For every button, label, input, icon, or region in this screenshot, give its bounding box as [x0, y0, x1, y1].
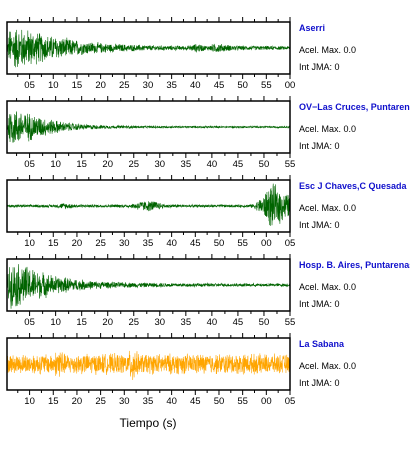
tick-label: 25	[128, 159, 139, 170]
tick-label: 40	[207, 159, 218, 170]
tick-label: 35	[166, 80, 177, 91]
acel-max-label: Acel. Max. 0.0	[299, 282, 356, 292]
waveform-trace	[7, 183, 290, 226]
station-name: OV−Las Cruces, Puntarenas	[299, 102, 410, 112]
acel-max-label: Acel. Max. 0.0	[299, 45, 356, 55]
tick-label: 00	[261, 238, 272, 249]
tick-label: 30	[143, 80, 154, 91]
tick-label: 25	[95, 238, 106, 249]
panel-frame	[6, 179, 291, 233]
tick-label: 30	[155, 159, 166, 170]
tick-label: 05	[24, 317, 35, 328]
tick-label: 25	[95, 396, 106, 407]
station-name: Esc J Chaves,C Quesada	[299, 181, 408, 191]
tick-label: 55	[237, 238, 248, 249]
tick-label: 05	[285, 396, 296, 407]
int-jma-label: Int JMA: 0	[299, 62, 340, 72]
seismogram-panel: 05 10 15 20 25 30 35 40 45 50 55 OV−Las Cruces, Pun…	[6, 96, 410, 170]
tick-label: 15	[48, 238, 59, 249]
tick-label: 50	[214, 396, 225, 407]
waveform-trace	[7, 264, 290, 309]
tick-label: 15	[76, 159, 87, 170]
tick-label: 10	[24, 238, 35, 249]
int-jma-label: Int JMA: 0	[299, 141, 340, 151]
seismogram-panel: 05 10 15 20 25 30 35 40 45 50 55 Hosp. B. Aires, Pu…	[6, 254, 410, 328]
tick-label: 45	[190, 238, 201, 249]
tick-label: 50	[259, 317, 270, 328]
panel-frame	[6, 100, 291, 154]
seismogram-panel: 10 15 20 25 30 35 40 45 50 55 00 05 Esc J Chaves,C Q…	[6, 175, 408, 249]
tick-label: 30	[155, 317, 166, 328]
tick-label: 40	[166, 396, 177, 407]
int-jma-label: Int JMA: 0	[299, 378, 340, 388]
tick-label: 15	[48, 396, 59, 407]
tick-label: 05	[285, 238, 296, 249]
tick-label: 45	[214, 80, 225, 91]
tick-label: 50	[259, 159, 270, 170]
tick-label: 15	[72, 80, 83, 91]
tick-label: 45	[190, 396, 201, 407]
tick-label: 20	[72, 396, 83, 407]
acel-max-label: Acel. Max. 0.0	[299, 361, 356, 371]
tick-label: 20	[102, 159, 113, 170]
tick-label: 10	[50, 159, 61, 170]
station-name: Hosp. B. Aires, Puntarenas	[299, 260, 410, 270]
panel-frame	[6, 258, 291, 312]
panel-frame	[6, 21, 291, 75]
tick-label: 35	[143, 238, 154, 249]
tick-label: 50	[214, 238, 225, 249]
tick-label: 20	[102, 317, 113, 328]
acel-max-label: Acel. Max. 0.0	[299, 203, 356, 213]
tick-label: 25	[128, 317, 139, 328]
tick-label: 30	[119, 238, 130, 249]
tick-label: 30	[119, 396, 130, 407]
waveform-trace	[7, 111, 290, 143]
station-name: La Sabana	[299, 339, 345, 349]
tick-label: 10	[48, 80, 59, 91]
tick-label: 50	[237, 80, 248, 91]
tick-label: 20	[72, 238, 83, 249]
tick-label: 35	[181, 159, 192, 170]
x-axis-label: Tiempo (s)	[120, 416, 177, 430]
int-jma-label: Int JMA: 0	[299, 220, 340, 230]
tick-label: 45	[233, 159, 244, 170]
tick-label: 15	[76, 317, 87, 328]
seismogram-panel: 05 10 15 20 25 30 35 40 45 50 55 00 Aserri Acel. Max.…	[6, 17, 356, 91]
acel-max-label: Acel. Max. 0.0	[299, 124, 356, 134]
tick-label: 00	[285, 80, 296, 91]
tick-label: 35	[143, 396, 154, 407]
int-jma-label: Int JMA: 0	[299, 299, 340, 309]
tick-label: 40	[166, 238, 177, 249]
tick-label: 45	[233, 317, 244, 328]
tick-label: 20	[95, 80, 106, 91]
tick-label: 00	[261, 396, 272, 407]
waveform-trace	[7, 29, 290, 68]
tick-label: 05	[24, 80, 35, 91]
tick-label: 05	[24, 159, 35, 170]
tick-label: 55	[237, 396, 248, 407]
seismogram-panel: 10 15 20 25 30 35 40 45 50 55 00 05 La Sabana Acel. M…	[6, 333, 356, 407]
tick-label: 40	[207, 317, 218, 328]
panel-frame	[6, 337, 291, 391]
tick-label: 40	[190, 80, 201, 91]
tick-label: 55	[285, 159, 296, 170]
tick-label: 10	[50, 317, 61, 328]
tick-label: 10	[24, 396, 35, 407]
tick-label: 35	[181, 317, 192, 328]
tick-label: 55	[285, 317, 296, 328]
waveform-trace	[7, 350, 290, 381]
tick-label: 55	[261, 80, 272, 91]
tick-label: 25	[119, 80, 130, 91]
station-name: Aserri	[299, 23, 325, 33]
